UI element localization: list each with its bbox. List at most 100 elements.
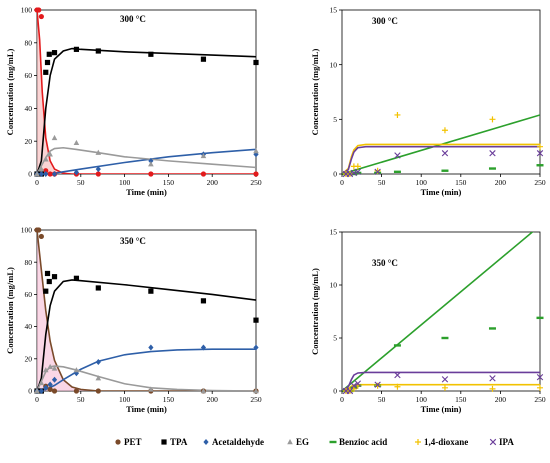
data-point-acetaldehyde — [51, 171, 58, 177]
data-point-eg — [42, 367, 49, 373]
data-point-ipa — [350, 382, 358, 389]
legend-label: 1,4-dioxane — [424, 437, 468, 447]
y-axis-label: Concentration (mg/mL) — [310, 49, 320, 136]
data-point-tpa — [43, 288, 49, 294]
data-point-eg — [95, 149, 102, 155]
data-point-eg — [253, 388, 259, 394]
data-point-ipa — [394, 152, 401, 159]
plot-area — [341, 231, 541, 392]
y-tick-label: 60 — [25, 290, 33, 299]
y-tick-label: 80 — [25, 38, 33, 47]
data-point-acetaldehyde — [43, 384, 49, 391]
data-point-tpa — [200, 56, 207, 62]
data-point-ipa — [346, 387, 354, 395]
data-point-1-4-dioxane — [489, 385, 496, 392]
y-tick-label: 0 — [333, 387, 337, 396]
y-tick-label: 10 — [330, 281, 338, 290]
x-tick-label: 150 — [163, 178, 175, 187]
data-point-eg — [200, 152, 207, 159]
x-tick-label: 100 — [416, 178, 428, 187]
data-point-tpa — [253, 59, 259, 66]
data-point-tpa — [253, 317, 259, 323]
data-point-benzioc-acid — [393, 344, 401, 347]
y-tick-label: 100 — [21, 6, 33, 15]
x-tick-label: 50 — [77, 178, 85, 187]
data-point-tpa — [46, 51, 52, 57]
data-point-ipa — [441, 376, 449, 383]
legend-marker-eg — [287, 439, 293, 445]
data-point-acetaldehyde — [73, 169, 80, 176]
data-point-1-4-dioxane — [441, 127, 448, 134]
data-point-ipa — [536, 374, 544, 381]
pet-shaded-area — [37, 230, 256, 391]
data-point-pet — [95, 171, 101, 177]
y-tick-label: 0 — [28, 387, 32, 396]
data-point-eg — [148, 386, 154, 392]
data-point-acetaldehyde — [95, 166, 101, 173]
series-line-tpa — [37, 47, 256, 174]
data-point-benzioc-acid — [488, 167, 496, 170]
data-point-tpa — [46, 278, 52, 285]
y-tick-label: 80 — [25, 258, 33, 267]
data-point-tpa — [51, 274, 58, 280]
chart-title: 300 °C — [372, 16, 398, 26]
data-point-1-4-dioxane — [394, 111, 401, 118]
data-point-benzioc-acid — [536, 316, 544, 320]
legend-item-pet: PET — [115, 437, 142, 447]
data-point-acetaldehyde — [47, 381, 53, 388]
y-tick-label: 15 — [330, 6, 338, 15]
y-tick-label: 0 — [28, 170, 32, 179]
data-point-acetaldehyde — [148, 157, 154, 164]
x-axis-label: Time (min) — [126, 404, 167, 414]
series-line-benzioc-acid — [342, 232, 534, 391]
data-point-eg — [148, 161, 154, 167]
data-point-1-4-dioxane — [537, 384, 543, 391]
data-point-benzioc-acid — [350, 172, 358, 176]
chart-350c-main-products: 0 20 40 60 80 100 0 50 100 150 200 250 Time (min) Con… — [5, 226, 262, 414]
data-point-1-4-dioxane — [537, 143, 543, 150]
data-point-acetaldehyde — [253, 344, 259, 351]
data-point-eg — [51, 134, 58, 141]
data-point-acetaldehyde — [38, 388, 44, 394]
x-tick-label: 0 — [35, 178, 39, 187]
x-tick-label: 200 — [495, 395, 507, 404]
legend-item-1-4-dioxane: 1,4-dioxane — [415, 437, 468, 447]
series-line-ipa — [342, 371, 540, 391]
data-point-eg — [42, 156, 49, 162]
x-axis-label: Time (min) — [421, 187, 462, 197]
chart-300c-main-products: 0 20 40 60 80 100 0 50 100 150 200 250 Time (min) Con… — [5, 6, 262, 197]
data-point-tpa — [51, 50, 58, 56]
data-point-eg — [34, 388, 40, 394]
legend-item-acetaldehyde: Acetaldehyde — [203, 437, 264, 447]
series-line-tpa — [37, 279, 256, 391]
data-point-pet — [51, 388, 58, 394]
legend-marker-pet — [115, 439, 121, 445]
data-point-eg — [47, 363, 53, 370]
data-point-ipa — [441, 150, 449, 157]
y-tick-label: 60 — [25, 71, 33, 80]
legend-label: Acetaldehyde — [212, 437, 264, 447]
legend-label: Benzioc acid — [339, 437, 387, 447]
x-axis-label: Time (min) — [126, 187, 167, 197]
data-point-ipa — [489, 375, 496, 382]
data-point-pet — [47, 386, 53, 392]
data-point-ipa — [354, 168, 362, 176]
data-point-pet — [36, 7, 42, 13]
data-point-acetaldehyde — [73, 370, 80, 377]
plot-area — [341, 9, 541, 175]
data-point-tpa — [148, 51, 154, 57]
chart-title: 350 °C — [372, 258, 398, 268]
y-axis-label: Concentration (mg/mL) — [310, 268, 320, 355]
y-tick-label: 5 — [333, 115, 337, 124]
data-point-benzioc-acid — [354, 171, 362, 175]
legend-marker-tpa — [161, 439, 167, 445]
y-tick-label: 40 — [25, 104, 33, 113]
data-point-acetaldehyde — [95, 359, 101, 366]
data-point-pet — [47, 171, 53, 177]
plot-area — [36, 9, 257, 175]
data-point-1-4-dioxane — [489, 116, 496, 123]
x-tick-label: 100 — [119, 178, 131, 187]
x-tick-label: 0 — [340, 178, 344, 187]
